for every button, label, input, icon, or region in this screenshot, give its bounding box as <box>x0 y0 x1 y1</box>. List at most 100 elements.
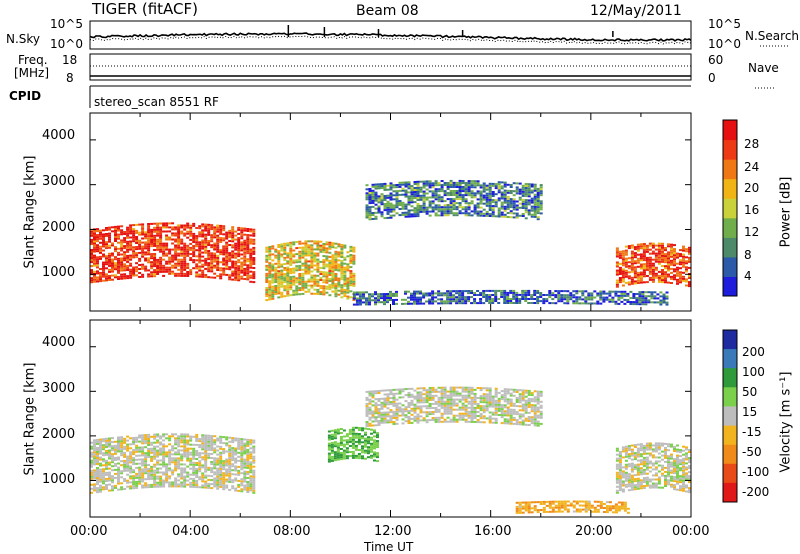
power-cell <box>509 300 513 302</box>
power-cell <box>464 298 468 301</box>
power-cell <box>135 266 139 269</box>
velocity-cell <box>246 438 250 441</box>
velocity-cell <box>252 441 256 444</box>
power-cell <box>204 229 208 232</box>
velocity-cell <box>171 457 175 460</box>
power-cell <box>213 266 217 269</box>
power-cell <box>365 301 368 304</box>
velocity-cell <box>231 455 235 458</box>
power-cell <box>688 256 691 259</box>
velocity-cell <box>198 470 202 473</box>
velocity-cell <box>219 459 223 462</box>
velocity-cell <box>111 457 114 460</box>
power-cell <box>159 238 163 241</box>
velocity-cell <box>174 441 178 444</box>
power-cell <box>156 222 160 225</box>
power-cell <box>246 274 250 277</box>
velocity-cell <box>177 449 181 452</box>
power-cell <box>153 234 157 237</box>
power-cell <box>682 279 685 282</box>
velocity-cell <box>156 485 160 488</box>
power-cell <box>413 211 417 214</box>
power-cell <box>630 256 634 259</box>
power-cell <box>413 302 416 305</box>
velocity-cell <box>201 440 205 443</box>
power-cell <box>431 208 435 211</box>
power-cell <box>497 289 501 292</box>
velocity-cell <box>437 386 441 389</box>
velocity-cell <box>105 443 108 446</box>
velocity-cell <box>365 412 369 415</box>
power-cell <box>213 272 217 275</box>
velocity-cell <box>177 439 181 442</box>
power-cell <box>506 208 510 210</box>
velocity-cell <box>404 394 408 397</box>
power-cell <box>252 271 256 274</box>
power-cell <box>590 294 594 297</box>
power-cell <box>386 208 390 211</box>
power-cell <box>383 203 387 205</box>
power-cell <box>310 250 314 253</box>
power-cell <box>440 300 444 303</box>
velocity-cell <box>126 473 130 476</box>
power-cell <box>289 247 293 250</box>
velocity-cell <box>437 410 441 413</box>
power-cell <box>470 200 474 203</box>
velocity-cell <box>440 396 444 399</box>
power-cell <box>667 259 670 262</box>
velocity-cell <box>240 454 244 457</box>
velocity-cell <box>135 472 139 475</box>
velocity-cell <box>177 473 181 476</box>
power-cell <box>159 248 163 251</box>
velocity-cell <box>376 460 379 463</box>
power-cell <box>664 247 667 249</box>
velocity-cell <box>123 465 127 468</box>
velocity-cell <box>240 472 244 475</box>
velocity-cell <box>216 459 220 462</box>
power-cell <box>449 182 453 184</box>
velocity-cell <box>189 467 193 470</box>
power-cell <box>413 209 417 212</box>
power-cell <box>377 293 380 296</box>
velocity-cell <box>93 449 96 452</box>
velocity-cell <box>171 449 175 452</box>
power-cell <box>277 286 281 289</box>
power-cell <box>365 206 369 209</box>
power-cell <box>407 201 411 204</box>
velocity-cell <box>222 460 226 463</box>
power-cell <box>482 196 486 199</box>
velocity-cell <box>174 467 178 470</box>
power-cell <box>479 200 483 203</box>
power-cell <box>608 294 612 297</box>
power-cell <box>126 242 130 245</box>
power-cell <box>219 249 223 252</box>
velocity-cell <box>147 472 151 475</box>
power-cell <box>440 186 444 189</box>
velocity-cell <box>183 471 187 474</box>
velocity-cell <box>96 471 99 473</box>
power-cell <box>527 213 531 216</box>
power-cell <box>280 279 284 282</box>
power-cell <box>473 298 477 301</box>
velocity-cell <box>108 461 111 464</box>
power-cell <box>225 259 229 262</box>
power-cell <box>633 282 637 285</box>
power-cell <box>530 205 534 208</box>
power-cell <box>479 298 483 300</box>
power-cell <box>325 281 329 284</box>
velocity-cell <box>189 437 193 440</box>
power-cell <box>645 260 649 263</box>
velocity-cell <box>234 447 238 450</box>
power-cell <box>458 184 462 186</box>
velocity-cell <box>177 437 181 440</box>
power-cell <box>252 263 256 265</box>
power-cell <box>676 270 679 273</box>
power-cell <box>524 187 528 189</box>
power-cell <box>159 226 163 229</box>
power-cell <box>446 192 450 195</box>
power-cell <box>419 198 423 201</box>
power-cell <box>159 258 163 261</box>
power-cell <box>386 196 390 199</box>
power-cell <box>174 252 178 255</box>
